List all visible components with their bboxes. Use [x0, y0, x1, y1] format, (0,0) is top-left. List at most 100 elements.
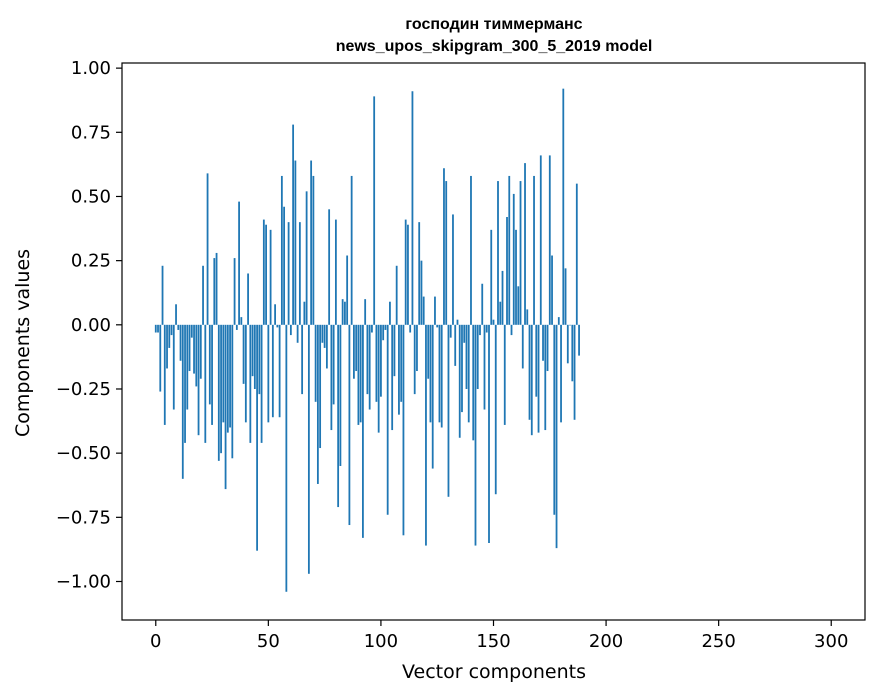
bar	[420, 260, 423, 325]
bar	[258, 324, 261, 395]
bar	[371, 324, 373, 333]
bar	[481, 283, 484, 325]
bar	[409, 324, 412, 333]
bar	[184, 324, 186, 443]
bar	[443, 168, 445, 325]
bar	[445, 181, 448, 325]
bar	[578, 324, 580, 356]
bar	[307, 324, 310, 574]
bar	[341, 299, 344, 325]
bar	[542, 324, 544, 361]
bar	[488, 324, 490, 543]
bar	[366, 324, 369, 395]
bar	[256, 324, 258, 551]
bar	[474, 324, 477, 546]
bar	[271, 324, 274, 418]
plot-frame	[121, 62, 866, 621]
bar	[305, 191, 308, 325]
bar	[398, 324, 400, 415]
x-tick-label: 150	[476, 631, 510, 652]
bar	[384, 324, 387, 330]
bar	[440, 324, 443, 428]
bar	[314, 324, 317, 402]
y-tick-label: 0.25	[71, 251, 111, 272]
bar	[294, 160, 297, 325]
bar	[278, 324, 281, 418]
bar	[310, 160, 313, 325]
bar	[548, 155, 551, 325]
bar	[434, 296, 436, 325]
bar	[208, 324, 211, 405]
bar	[560, 324, 562, 423]
bar	[512, 193, 515, 325]
bar	[287, 222, 290, 325]
y-tick-label: −0.25	[56, 379, 111, 400]
bar	[350, 175, 353, 325]
bar	[380, 324, 382, 397]
bar	[301, 324, 304, 395]
bar	[458, 324, 461, 438]
bar	[470, 175, 472, 325]
bar	[465, 324, 468, 389]
bar	[289, 324, 292, 336]
bar	[215, 252, 218, 325]
bar	[346, 255, 349, 325]
bar	[564, 268, 567, 325]
bar	[242, 324, 245, 384]
bar	[292, 124, 295, 325]
bar	[575, 183, 578, 325]
bar	[222, 324, 225, 423]
bar	[159, 324, 162, 392]
bar	[231, 324, 234, 459]
bar	[530, 324, 533, 436]
y-tick-label: 0.75	[71, 122, 111, 143]
bar	[316, 324, 319, 484]
bar	[332, 324, 335, 405]
bar	[431, 324, 434, 469]
bar	[461, 324, 463, 413]
bar	[247, 273, 249, 325]
bar	[224, 324, 227, 490]
bar	[510, 324, 513, 336]
bar	[400, 324, 403, 402]
bar	[172, 324, 175, 410]
bar	[296, 324, 299, 343]
bar	[204, 324, 207, 443]
bar	[181, 324, 184, 479]
bar	[375, 324, 378, 402]
bar	[494, 324, 497, 495]
bar	[377, 324, 380, 433]
bar	[551, 255, 553, 325]
bar	[206, 173, 209, 325]
bar	[280, 175, 283, 325]
bar	[456, 319, 459, 325]
bar	[483, 324, 486, 410]
bar	[197, 324, 200, 436]
y-axis-label: Components values	[12, 249, 34, 437]
bar	[544, 324, 547, 431]
bar	[528, 324, 531, 420]
bar	[238, 201, 240, 325]
bar	[562, 88, 565, 325]
bar	[503, 324, 506, 425]
bar	[321, 324, 324, 343]
bar	[472, 324, 475, 441]
bar	[213, 258, 216, 325]
bar	[393, 324, 396, 377]
bar	[298, 222, 301, 325]
bar	[479, 324, 481, 336]
bar	[506, 217, 508, 325]
bar	[274, 304, 276, 325]
bar	[404, 219, 407, 325]
chart-title-line1: господин тиммерманс	[405, 16, 582, 33]
bar	[533, 175, 535, 325]
x-axis-label: Vector components	[402, 661, 586, 683]
bar	[418, 222, 421, 325]
bar	[188, 324, 191, 372]
x-tick-label: 300	[814, 631, 848, 652]
bar	[235, 324, 238, 330]
bar	[348, 324, 351, 526]
y-tick-label: −0.75	[56, 507, 111, 528]
bar	[535, 324, 538, 397]
